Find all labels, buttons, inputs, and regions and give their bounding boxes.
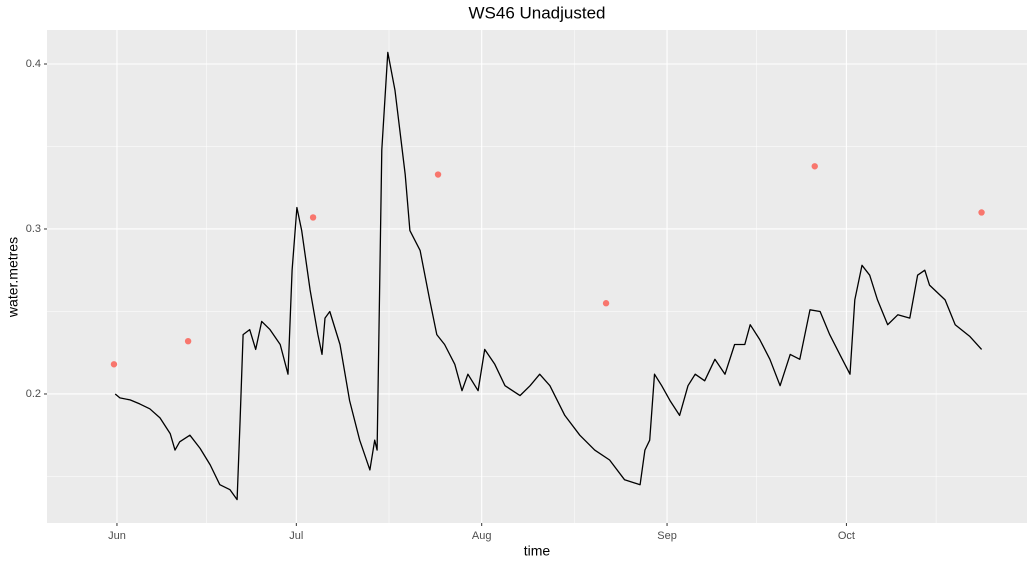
y-tick-label: 0.2 xyxy=(26,388,41,400)
chart-title: WS46 Unadjusted xyxy=(468,3,605,22)
x-tick-label: Oct xyxy=(838,530,855,542)
y-tick-label: 0.3 xyxy=(26,223,41,235)
data-line xyxy=(114,51,983,501)
data-point xyxy=(811,163,818,170)
data-point xyxy=(309,214,317,221)
x-tick-label: Aug xyxy=(472,530,492,542)
panel xyxy=(47,30,1027,523)
x-tick-label: Jun xyxy=(108,530,126,542)
y-axis-title: water.metres xyxy=(5,237,21,318)
data-point xyxy=(602,300,610,307)
data-point xyxy=(434,171,442,178)
data-point xyxy=(184,337,192,345)
x-axis-title: time xyxy=(524,543,551,559)
y-tick-label: 0.4 xyxy=(26,58,41,70)
x-tick-label: Sep xyxy=(657,530,677,542)
data-point xyxy=(978,209,985,216)
data-point xyxy=(110,361,118,368)
x-tick-label: Jul xyxy=(289,530,303,542)
